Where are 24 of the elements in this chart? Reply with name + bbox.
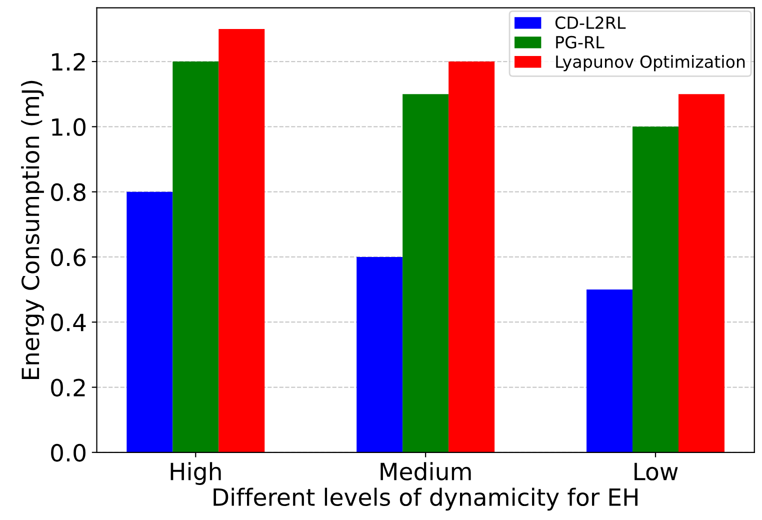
y-tick-label: 1.0 (52, 118, 86, 136)
bar (356, 256, 403, 452)
bar (448, 62, 495, 452)
legend-label: Lyapunov Optimization (556, 55, 745, 72)
x-tick-label: Medium (380, 462, 471, 480)
bar (586, 290, 633, 452)
x-axis-title: Different levels of dynamicity for EH (214, 488, 638, 511)
y-tick-label: 0.2 (51, 378, 85, 397)
y-tick-label: 0.8 (51, 183, 86, 202)
bar (218, 28, 265, 452)
x-tick-label: Low (634, 462, 678, 480)
x-tick-label: High (170, 462, 221, 485)
y-tick-label: 0.6 (51, 248, 86, 266)
legend-label: PG-RL (556, 36, 604, 48)
y-tick-label: 0.4 (51, 314, 86, 332)
bar (678, 94, 724, 452)
bar (172, 62, 219, 452)
y-tick-label: 1.2 (52, 52, 85, 71)
legend-label: CD-L2RL (555, 16, 626, 30)
bar (632, 126, 678, 452)
bar (126, 192, 173, 452)
y-axis-title: Energy Consumption (mJ) (21, 80, 44, 380)
bar (402, 94, 449, 452)
y-tick-label: 0.0 (51, 444, 86, 462)
